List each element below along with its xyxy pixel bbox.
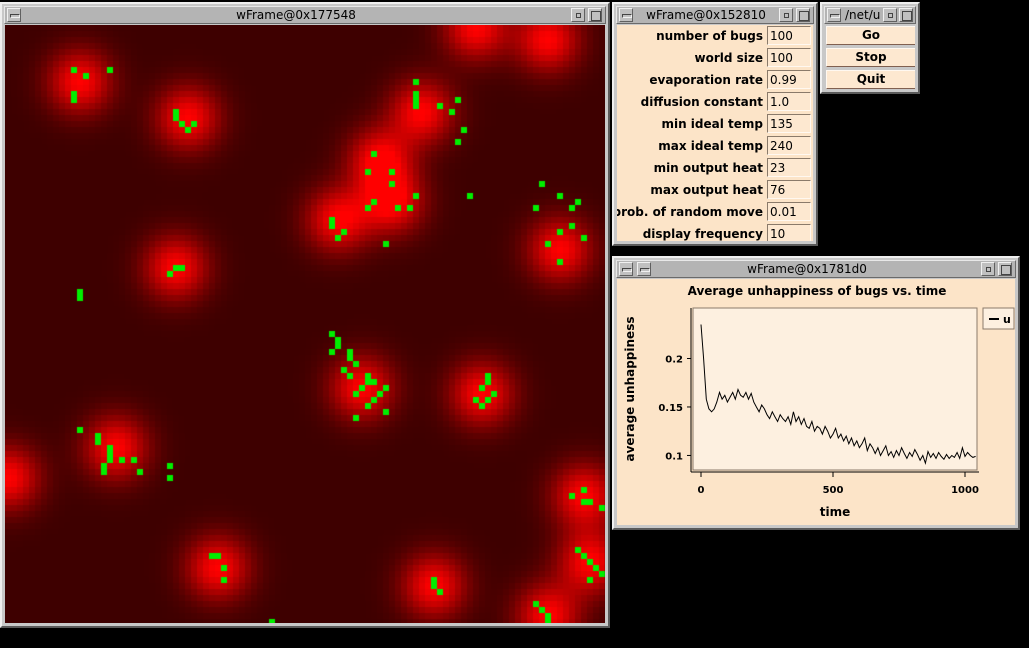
- control-window: /net/u Go Stop Quit: [820, 2, 920, 94]
- param-input[interactable]: [767, 48, 811, 67]
- x-tick-label: 500: [823, 485, 844, 496]
- graph-window-titlebar[interactable]: wFrame@0x1781d0: [616, 260, 1016, 278]
- control-window-title: /net/u: [845, 8, 881, 22]
- y-tick-label: 0.15: [658, 403, 683, 414]
- param-label: number of bugs: [656, 29, 763, 43]
- param-input[interactable]: [767, 136, 811, 155]
- series-line-u: [700, 324, 976, 466]
- param-label: max output heat: [650, 183, 763, 197]
- param-row: max output heat: [617, 180, 813, 200]
- window-menu-icon[interactable]: [637, 262, 651, 276]
- window-menu-icon[interactable]: [7, 8, 21, 22]
- world-window: wFrame@0x177548: [0, 2, 610, 628]
- y-axis-label: average unhappiness: [623, 317, 637, 462]
- x-axis-label: time: [820, 505, 851, 519]
- param-row: min output heat: [617, 158, 813, 178]
- param-row: display frequency: [617, 224, 813, 241]
- params-window-titlebar[interactable]: wFrame@0x152810: [616, 6, 814, 24]
- param-input[interactable]: [767, 180, 811, 199]
- window-menu-icon[interactable]: [619, 262, 633, 276]
- param-label: max ideal temp: [658, 139, 763, 153]
- world-window-title: wFrame@0x177548: [236, 8, 356, 22]
- params-window-title: wFrame@0x152810: [646, 8, 766, 22]
- param-row: number of bugs: [617, 26, 813, 46]
- param-input[interactable]: [767, 202, 811, 221]
- param-input[interactable]: [767, 158, 811, 177]
- param-label: evaporation rate: [649, 73, 763, 87]
- y-tick-label: 0.1: [665, 451, 683, 462]
- param-label: min output heat: [653, 161, 763, 175]
- param-input[interactable]: [767, 70, 811, 89]
- param-row: evaporation rate: [617, 70, 813, 90]
- param-label: display frequency: [642, 227, 763, 241]
- param-label: min ideal temp: [661, 117, 763, 131]
- legend-entry-u: u: [1003, 313, 1011, 326]
- control-panel: Go Stop Quit: [825, 25, 915, 89]
- graph-window: wFrame@0x1781d0 Average unhappiness of b…: [612, 256, 1020, 530]
- stop-button[interactable]: Stop: [826, 48, 915, 67]
- param-input[interactable]: [767, 92, 811, 111]
- world-canvas-area: [5, 25, 605, 623]
- chart-title: Average unhappiness of bugs vs. time: [687, 284, 947, 298]
- control-window-titlebar[interactable]: /net/u: [824, 6, 916, 24]
- param-row: prob. of random move: [617, 202, 813, 222]
- window-menu-icon[interactable]: [619, 8, 633, 22]
- go-button[interactable]: Go: [826, 26, 915, 45]
- param-input[interactable]: [767, 114, 811, 133]
- param-input[interactable]: [767, 224, 811, 241]
- param-label: diffusion constant: [640, 95, 763, 109]
- heatbugs-world-canvas[interactable]: [5, 25, 605, 623]
- params-panel: number of bugs world size evaporation rate…: [617, 25, 813, 241]
- quit-button[interactable]: Quit: [826, 70, 915, 89]
- unhappiness-chart: 0.10.150.2 0 500 1000 average unhappiness …: [623, 307, 1015, 519]
- maximize-icon[interactable]: [588, 8, 602, 22]
- x-tick-label: 1000: [951, 485, 979, 496]
- minimize-icon[interactable]: [883, 8, 897, 22]
- param-row: min ideal temp: [617, 114, 813, 134]
- params-window: wFrame@0x152810 number of bugs world size…: [612, 2, 818, 246]
- maximize-icon[interactable]: [796, 8, 810, 22]
- param-row: world size: [617, 48, 813, 68]
- minimize-icon[interactable]: [981, 262, 995, 276]
- maximize-icon[interactable]: [899, 8, 913, 22]
- y-tick-label: 0.2: [665, 354, 683, 365]
- minimize-icon[interactable]: [571, 8, 585, 22]
- param-row: max ideal temp: [617, 136, 813, 156]
- graph-window-title: wFrame@0x1781d0: [747, 262, 867, 276]
- param-label: world size: [694, 51, 763, 65]
- maximize-icon[interactable]: [998, 262, 1012, 276]
- graph-panel: Average unhappiness of bugs vs. time 0.1…: [617, 279, 1015, 525]
- param-row: diffusion constant: [617, 92, 813, 112]
- world-window-titlebar[interactable]: wFrame@0x177548: [4, 6, 606, 24]
- window-menu-icon[interactable]: [827, 8, 841, 22]
- minimize-icon[interactable]: [779, 8, 793, 22]
- param-label: prob. of random move: [617, 205, 763, 219]
- plot-area: [692, 307, 978, 471]
- param-input[interactable]: [767, 26, 811, 45]
- x-tick-label: 0: [698, 485, 705, 496]
